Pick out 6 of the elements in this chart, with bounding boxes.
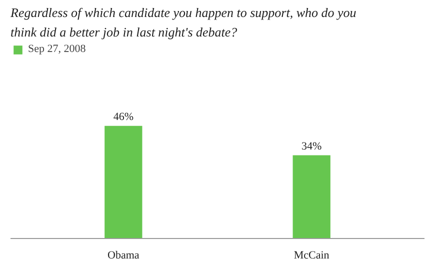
data-label: 34% [302,140,322,152]
chart-title: Regardless of which candidate you happen to support, who do you think did a better job in last night's debate? [10,5,357,40]
data-label: 46% [113,110,134,123]
x-tick-label: Obama [108,250,140,262]
x-tick-label: McCain [294,250,330,262]
legend-label: Sep 27, 2008 [28,43,86,55]
